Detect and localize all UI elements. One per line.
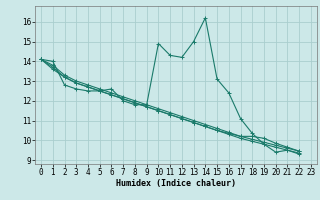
X-axis label: Humidex (Indice chaleur): Humidex (Indice chaleur) <box>116 179 236 188</box>
